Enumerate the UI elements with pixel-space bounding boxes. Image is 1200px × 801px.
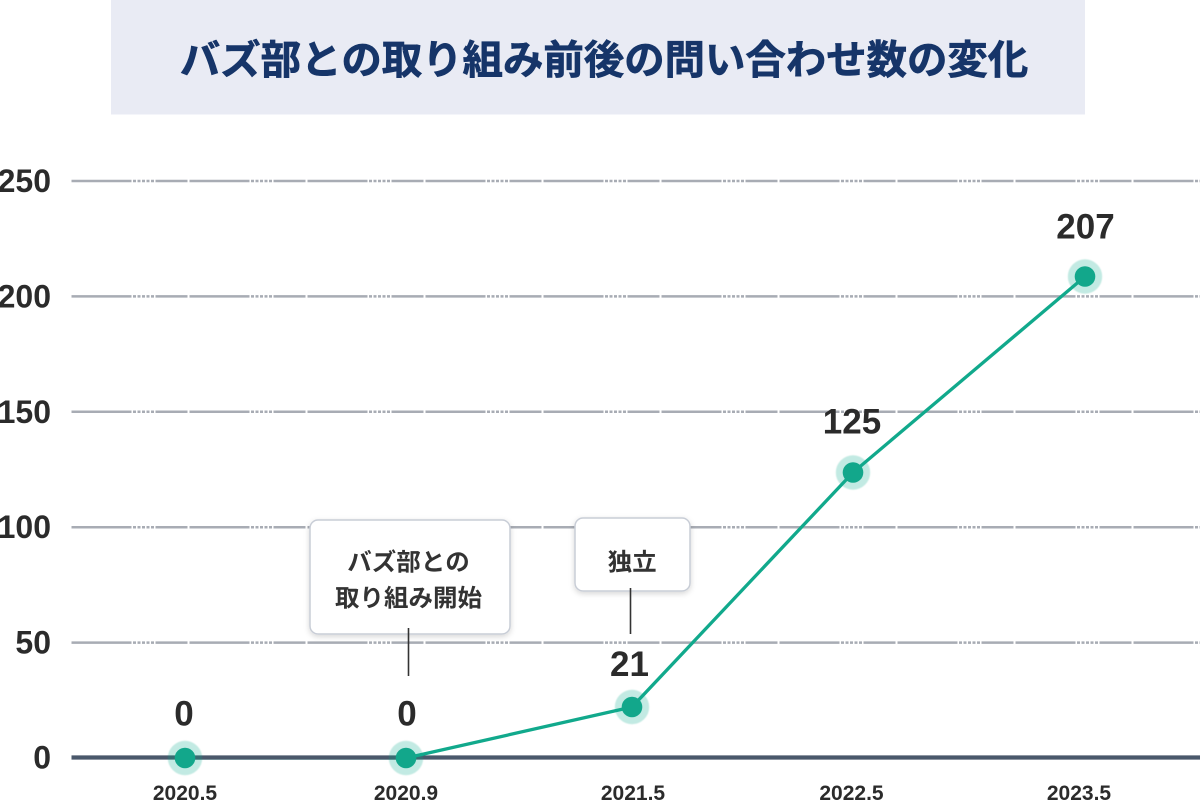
svg-text:150: 150 — [0, 394, 51, 430]
svg-text:2020.5: 2020.5 — [153, 782, 218, 801]
svg-text:2022.5: 2022.5 — [819, 782, 884, 801]
svg-text:2021.5: 2021.5 — [601, 782, 666, 801]
svg-text:100: 100 — [0, 509, 51, 545]
svg-text:0: 0 — [33, 740, 51, 776]
svg-text:21: 21 — [610, 645, 649, 684]
svg-text:200: 200 — [0, 278, 51, 314]
svg-text:125: 125 — [823, 402, 881, 441]
svg-text:2020.9: 2020.9 — [374, 782, 438, 801]
svg-text:0: 0 — [397, 695, 416, 734]
svg-text:50: 50 — [15, 625, 51, 661]
svg-text:0: 0 — [174, 695, 193, 734]
svg-text:250: 250 — [0, 163, 51, 199]
svg-text:2023.5: 2023.5 — [1047, 782, 1112, 801]
svg-text:207: 207 — [1056, 208, 1114, 247]
